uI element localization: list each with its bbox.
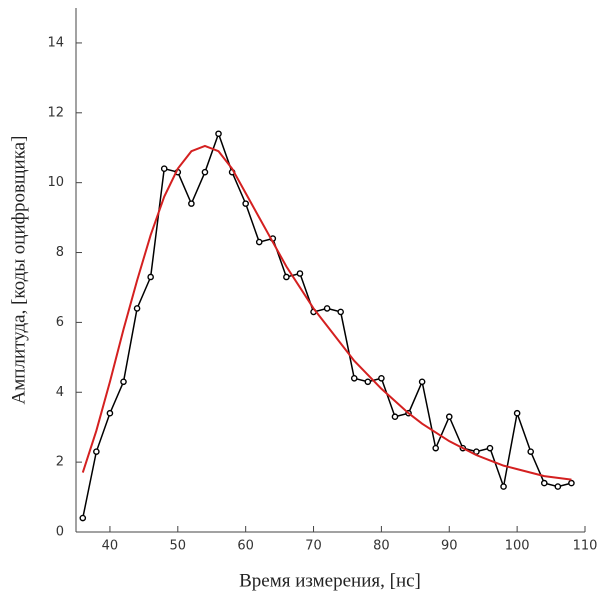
data-point: [486, 444, 494, 452]
y-axis-label: Амплитуда, [коды оцифровщика]: [8, 136, 29, 405]
data-point: [554, 483, 562, 490]
x-axis-label: Время измерения, [нс]: [239, 570, 421, 591]
y-tick-label: 6: [56, 315, 64, 330]
data-point: [296, 270, 304, 277]
x-tick-label: 50: [170, 539, 187, 554]
data-point: [283, 273, 290, 281]
data-point: [500, 483, 507, 490]
y-tick-label: 2: [56, 455, 64, 470]
data-point: [133, 305, 141, 312]
data-point: [527, 448, 535, 455]
x-tick-label: 80: [373, 539, 390, 554]
data-point: [160, 165, 168, 172]
data-point: [323, 305, 331, 312]
x-tick-label: 90: [441, 539, 458, 554]
x-tick-label: 110: [573, 539, 598, 554]
data-point: [120, 378, 127, 386]
data-point: [201, 168, 209, 176]
x-tick-label: 60: [237, 539, 254, 554]
y-tick-label: 4: [56, 385, 64, 400]
y-tick-label: 14: [47, 35, 64, 50]
data-point: [364, 378, 372, 386]
data-point: [93, 448, 100, 455]
series-line: [81, 144, 572, 481]
data-point: [79, 514, 87, 522]
x-tick-label: 70: [305, 539, 322, 554]
x-tick-label: 40: [102, 539, 119, 554]
data-point: [418, 378, 426, 386]
data-point: [540, 479, 548, 487]
data-point: [391, 413, 399, 421]
y-tick-label: 8: [56, 245, 64, 260]
data-point: [188, 200, 195, 207]
y-tick-label: 10: [47, 175, 64, 190]
x-tick-label: 100: [505, 539, 530, 554]
data-point: [568, 479, 575, 487]
data-point: [513, 409, 521, 417]
data-point: [350, 374, 358, 382]
y-tick-label: 0: [56, 525, 64, 540]
data-point: [242, 200, 249, 207]
data-point: [432, 444, 439, 452]
data-point: [378, 374, 385, 382]
data-point: [147, 273, 154, 281]
data-point: [106, 409, 114, 417]
data-point: [337, 308, 344, 316]
data-point: [255, 238, 263, 246]
data-point: [215, 130, 222, 138]
data-point: [445, 413, 453, 421]
y-tick-label: 12: [47, 105, 64, 120]
